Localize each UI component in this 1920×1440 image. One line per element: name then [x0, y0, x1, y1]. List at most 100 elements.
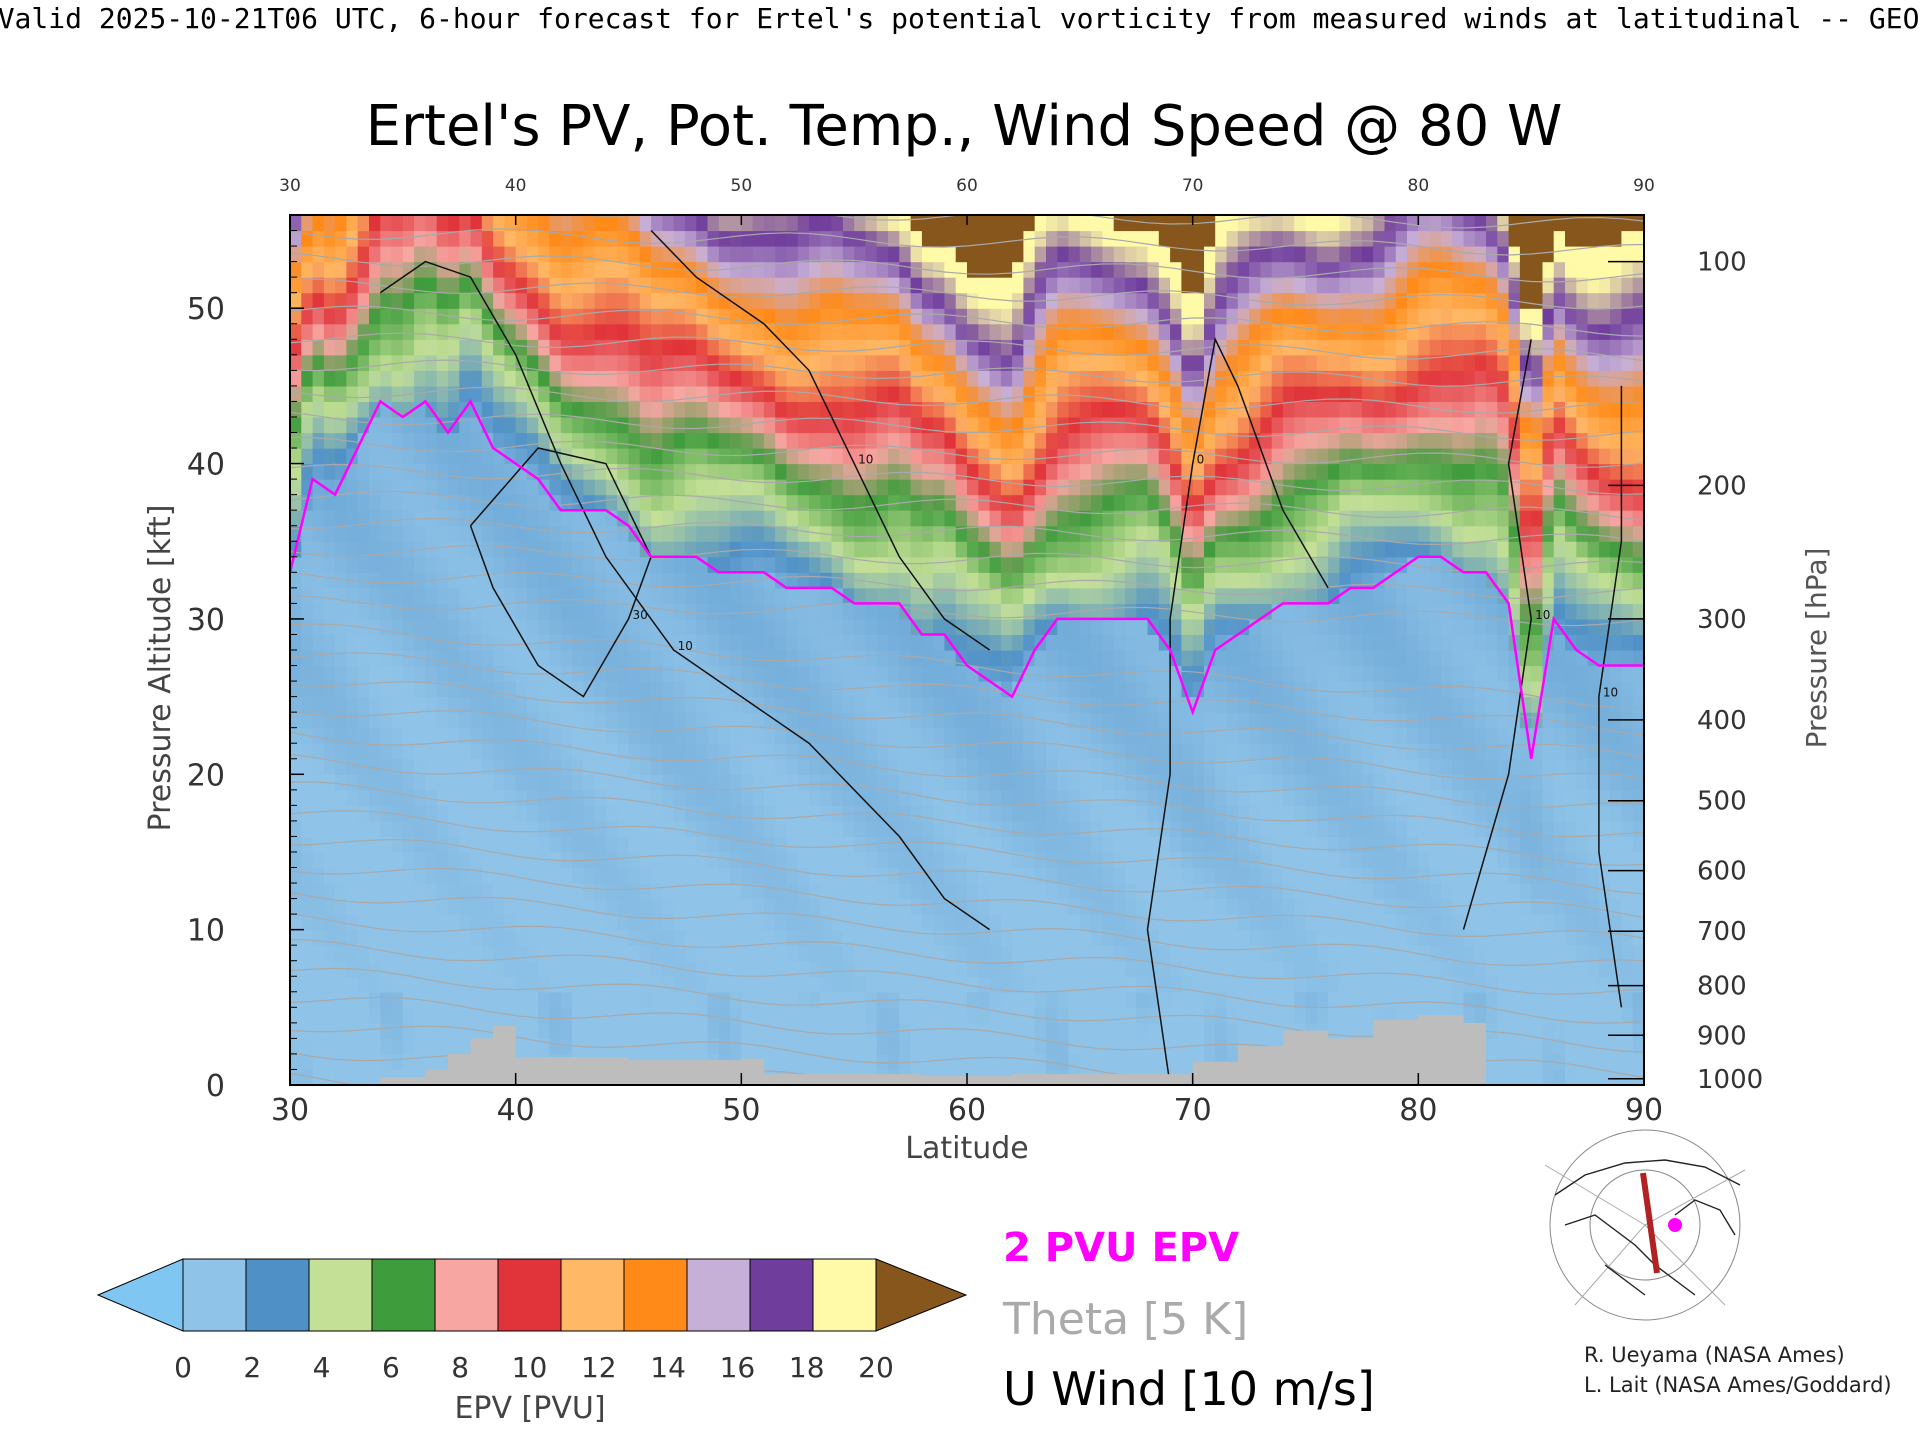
pv-cell [504, 929, 517, 946]
pv-cell [1204, 277, 1216, 294]
pv-cell [910, 758, 923, 775]
pv-cell [730, 960, 742, 977]
pv-cell [1079, 261, 1092, 278]
pv-cell [1226, 401, 1239, 418]
pv-cell [1215, 914, 1228, 931]
pv-cell [967, 339, 979, 356]
pv-cell [865, 308, 878, 325]
pv-cell [323, 354, 336, 371]
pv-cell [763, 572, 776, 589]
pv-cell [1237, 727, 1250, 744]
pv-cell [1136, 665, 1149, 682]
pv-cell [662, 836, 675, 853]
pv-cell [944, 820, 957, 837]
pv-cell [1158, 665, 1171, 682]
pv-cell [1204, 308, 1216, 325]
pv-cell [831, 292, 844, 309]
pv-cell [1057, 618, 1070, 635]
pv-cell [335, 448, 347, 465]
pv-cell [1204, 991, 1216, 1008]
pv-cell [549, 448, 562, 465]
pv-cell [1158, 945, 1171, 962]
pv-cell [854, 587, 867, 604]
pv-cell [1215, 665, 1228, 682]
pv-cell [414, 432, 426, 449]
pv-cell [651, 991, 663, 1008]
pv-cell [1068, 1053, 1081, 1070]
pv-cell [752, 510, 765, 527]
pv-cell [888, 789, 900, 806]
pv-cell [1034, 417, 1047, 434]
pv-cell [673, 370, 686, 387]
pv-cell [955, 634, 968, 651]
pv-cell [1136, 867, 1149, 884]
pv-cell [1000, 1053, 1013, 1070]
pv-cell [1181, 572, 1194, 589]
pv-cell [752, 323, 765, 340]
pv-cell [763, 1022, 776, 1039]
pv-cell [301, 510, 314, 527]
pv-cell [944, 1038, 957, 1055]
pv-cell [1271, 650, 1284, 667]
pv-cell [617, 246, 630, 263]
pv-cell [1113, 681, 1126, 698]
pv-cell [1057, 261, 1070, 278]
pv-cell [854, 867, 867, 884]
pv-cell [312, 914, 325, 931]
pv-cell [673, 417, 686, 434]
pv-cell [459, 277, 472, 294]
pv-cell [538, 883, 551, 900]
pv-cell [425, 494, 438, 511]
pv-cell [876, 634, 889, 651]
pv-cell [1215, 852, 1228, 869]
pv-cell [797, 774, 810, 791]
pv-cell [1226, 681, 1239, 698]
pv-cell [549, 991, 562, 1008]
pv-cell [944, 774, 957, 791]
pv-cell [459, 308, 472, 325]
pv-cell [1158, 898, 1171, 915]
pv-cell [402, 510, 415, 527]
pv-cell [357, 432, 370, 449]
pv-cell [707, 929, 720, 946]
pv-cell [1000, 991, 1013, 1008]
pv-cell [357, 308, 370, 325]
pv-cell [639, 510, 652, 527]
pv-cell [955, 696, 968, 713]
pv-cell [763, 339, 776, 356]
pv-cell [572, 339, 584, 356]
pv-cell [425, 945, 438, 962]
pv-cell [1237, 401, 1250, 418]
pv-cell [865, 417, 878, 434]
pv-cell [921, 1007, 934, 1024]
pv-cell [1249, 494, 1261, 511]
pv-cell [1271, 960, 1284, 977]
pv-cell [888, 448, 900, 465]
pv-cell [414, 1053, 426, 1070]
pv-cell [730, 1022, 742, 1039]
pv-cell [470, 976, 483, 993]
pv-cell [335, 898, 347, 915]
pv-cell [560, 230, 573, 247]
pv-cell [357, 370, 370, 387]
pv-cell [1102, 354, 1115, 371]
pv-cell [1147, 541, 1160, 558]
pv-cell [865, 743, 878, 760]
pv-cell [1034, 401, 1047, 418]
pv-cell [1136, 494, 1149, 511]
pv-cell [391, 261, 404, 278]
pv-cell [865, 292, 878, 309]
pv-cell [910, 898, 923, 915]
pv-cell [549, 215, 562, 232]
pv-cell [481, 339, 494, 356]
pv-cell [628, 541, 641, 558]
pv-cell [481, 774, 494, 791]
pv-cell [684, 417, 697, 434]
pv-cell [786, 510, 799, 527]
pv-cell [380, 510, 393, 527]
pv-cell [820, 463, 833, 480]
pv-cell [459, 696, 472, 713]
pv-cell [1091, 541, 1103, 558]
pv-cell [1181, 820, 1194, 837]
pv-cell [493, 820, 505, 837]
